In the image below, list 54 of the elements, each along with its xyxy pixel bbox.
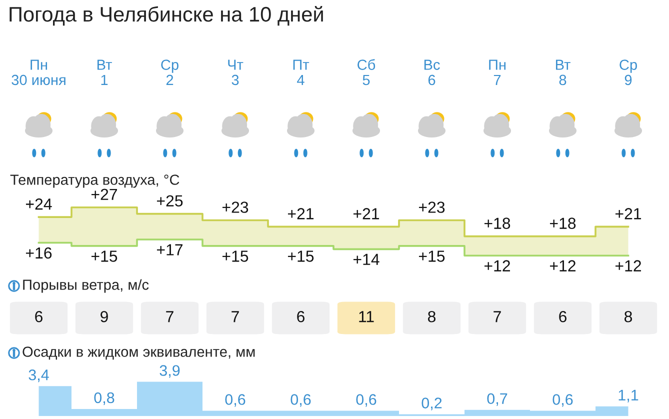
x-tick-label: Пн 30 июня	[12, 60, 66, 86]
data-label: 0,6	[356, 394, 376, 407]
data-label: +18	[484, 218, 510, 229]
data-label: 6	[297, 310, 304, 322]
data-label: +21	[615, 208, 642, 220]
data-label: 9	[100, 310, 108, 322]
data-label: 7	[494, 311, 501, 322]
data-label: +16	[26, 247, 52, 259]
data-label: 0,6	[225, 394, 246, 407]
x-tick-label: Вс 6	[424, 60, 440, 86]
data-label: +12	[550, 260, 576, 272]
data-label: 0,7	[487, 393, 508, 406]
x-tick-label: Вт 1	[97, 60, 112, 85]
data-label: +15	[418, 250, 445, 262]
data-label: 3,4	[28, 369, 49, 382]
x-tick-label: Ср 2	[161, 60, 178, 85]
chart-title: Погода в Челябинске на 10 дней	[10, 6, 323, 26]
data-label: 7	[232, 311, 239, 322]
text: Порывы ветра, м/с	[23, 279, 149, 293]
data-label: +23	[222, 202, 248, 213]
data-label: 11	[359, 311, 374, 322]
x-tick-label: Чт 3	[228, 60, 244, 86]
chart-title: Осадки в жидком эквиваленте, мм	[22, 346, 255, 360]
data-label: +24	[26, 198, 52, 210]
data-label: +21	[288, 208, 314, 220]
data-label: +21	[353, 208, 380, 220]
data-label: +14	[353, 254, 380, 265]
data-label: +15	[288, 250, 314, 262]
data-label: +17	[156, 244, 182, 256]
data-label: 0,6	[290, 394, 311, 407]
data-label: +27	[91, 188, 117, 200]
x-tick-label: Пт 4	[293, 60, 310, 85]
data-label: +25	[156, 195, 183, 207]
x-tick-label: Ср 9	[620, 60, 637, 86]
data-label: 0,2	[422, 398, 442, 410]
data-label: +23	[418, 202, 445, 213]
data-label: 7	[166, 311, 174, 322]
data-label: 6	[559, 310, 566, 322]
data-label: 8	[428, 310, 436, 322]
data-label: 3,9	[160, 365, 180, 378]
data-label: 8	[624, 310, 632, 322]
x-tick-label: Сб 5	[358, 59, 376, 86]
x-tick-label: Вт 8	[556, 60, 570, 86]
data-label: 6	[35, 310, 42, 322]
data-label: +18	[550, 218, 576, 229]
data-label: +12	[484, 260, 510, 272]
data-label: +12	[615, 260, 641, 272]
chart-subtitle: Температура воздуха, °C	[10, 174, 180, 188]
data-label: 0,6	[552, 394, 573, 407]
data-label: 1,1	[618, 390, 638, 402]
x-tick-label: Пн 7	[489, 60, 506, 85]
data-label: +15	[222, 250, 248, 262]
data-label: +15	[91, 250, 118, 262]
data-label: 0,8	[94, 392, 114, 405]
